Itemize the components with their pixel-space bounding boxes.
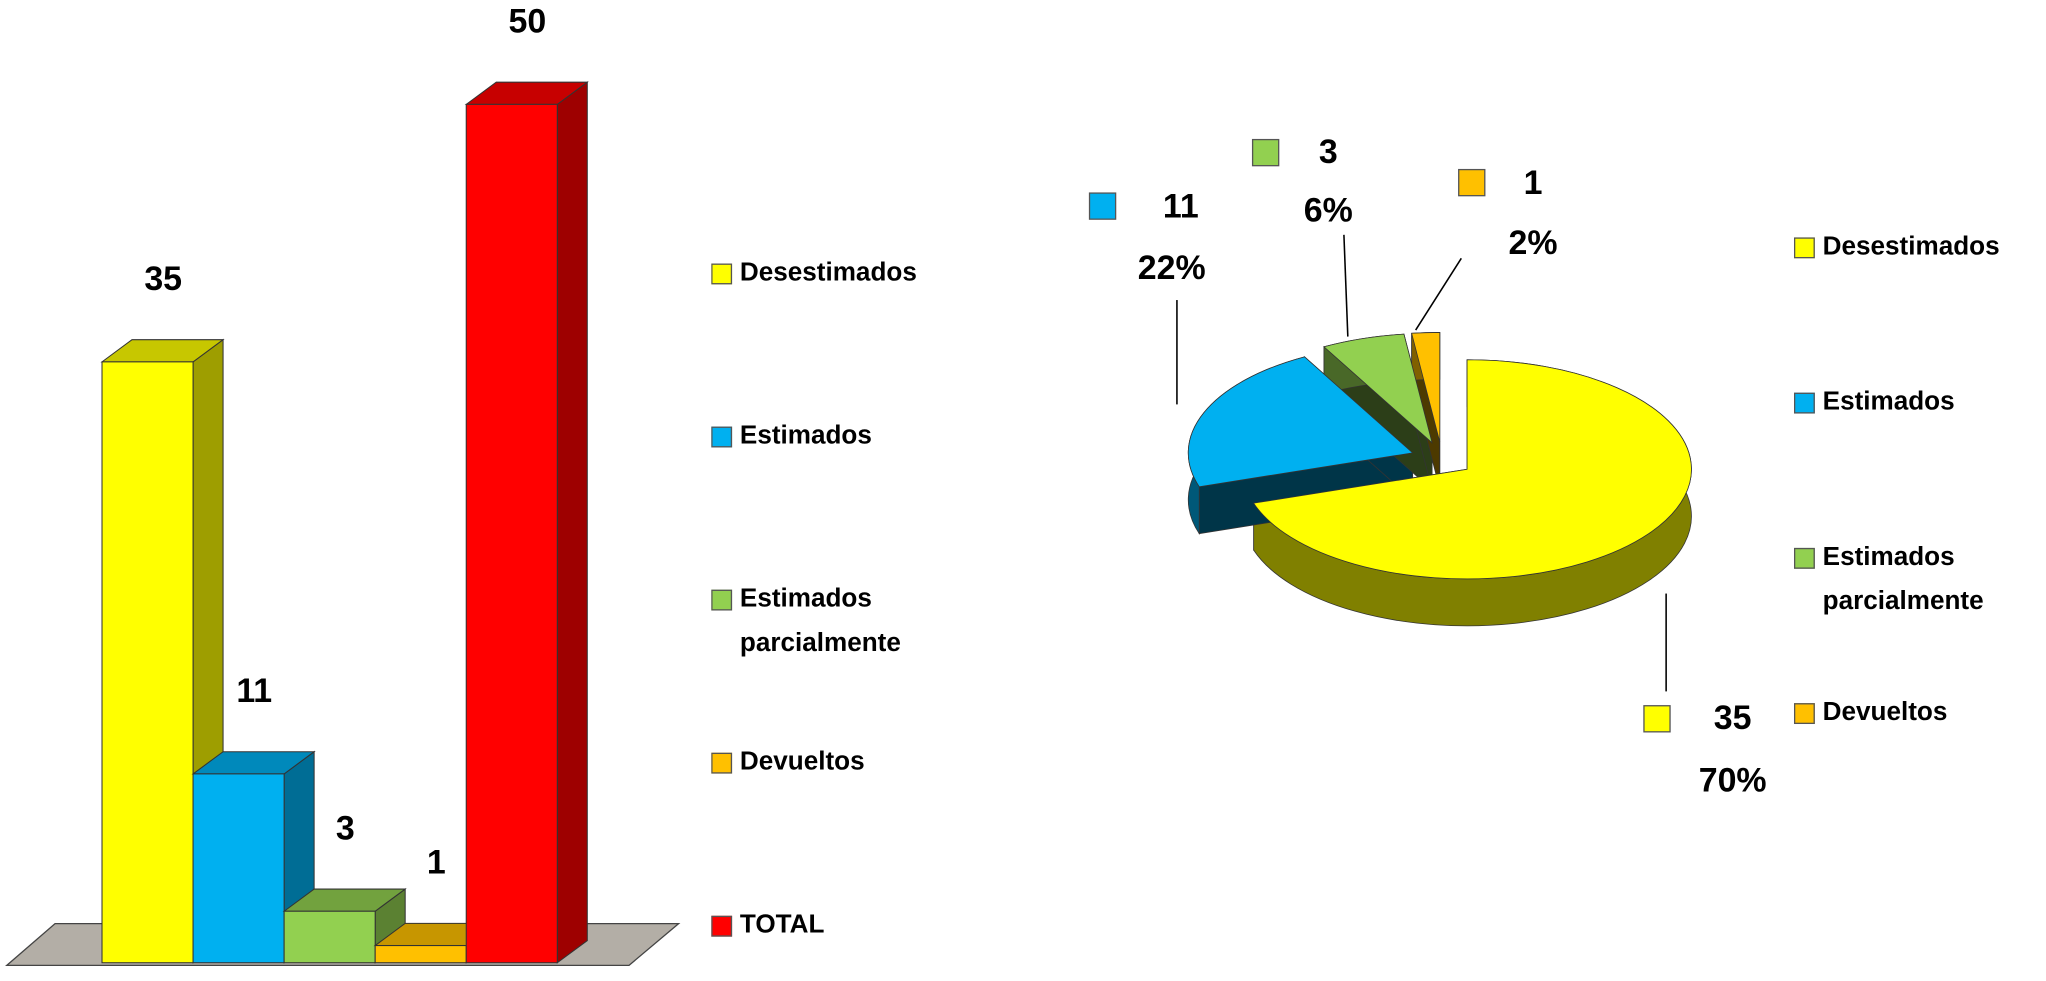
legend-entry: TOTAL bbox=[711, 911, 1050, 948]
data-label: 35 bbox=[1714, 699, 1752, 737]
legend-entry: Desestimados bbox=[1793, 232, 2046, 269]
bar bbox=[192, 773, 285, 964]
label-swatch bbox=[1088, 192, 1117, 220]
data-label: 35 bbox=[144, 260, 182, 298]
data-label: 3 bbox=[1319, 133, 1338, 171]
label-swatch bbox=[1643, 705, 1671, 733]
legend-label: Estimados parcialmente bbox=[1822, 542, 1984, 616]
leader-line bbox=[1415, 257, 1462, 331]
legend-item: Desestimados bbox=[711, 258, 1050, 295]
legend-item: Estimados bbox=[711, 421, 1050, 458]
legend-entry: Desestimados bbox=[711, 258, 1050, 295]
legend-label: Estimados bbox=[739, 421, 872, 451]
bar-side bbox=[556, 81, 588, 964]
legend-label: Estimados bbox=[1822, 387, 1955, 417]
legend-swatch bbox=[1793, 547, 1815, 569]
legend-item: Estimados bbox=[1793, 387, 2046, 424]
legend-label: Desestimados bbox=[739, 258, 917, 287]
bar bbox=[465, 103, 558, 964]
legend-item: Estimados parcialmente bbox=[1793, 542, 2046, 624]
legend-entry: Estimados bbox=[1793, 387, 2046, 424]
legend-entry: Estimados bbox=[711, 421, 1050, 458]
pie-slice bbox=[1187, 356, 1414, 488]
legend-label: Devueltos bbox=[1822, 697, 1948, 727]
percent-label: 22% bbox=[1138, 249, 1206, 287]
legend-swatch bbox=[711, 915, 733, 937]
legend-swatch bbox=[711, 426, 733, 448]
legend-label: Estimados parcialmente bbox=[739, 584, 901, 658]
pie-slice bbox=[1411, 332, 1441, 443]
bar bbox=[374, 945, 467, 964]
percent-label: 2% bbox=[1509, 224, 1558, 262]
label-swatch bbox=[1251, 138, 1280, 167]
legend-swatch bbox=[711, 589, 733, 611]
legend-swatch bbox=[1793, 703, 1815, 725]
legend-swatch bbox=[711, 752, 733, 774]
data-label: 11 bbox=[236, 672, 272, 710]
pie-slice bbox=[1323, 333, 1433, 444]
data-label: 1 bbox=[427, 844, 446, 882]
bar bbox=[283, 910, 376, 964]
label-swatch bbox=[1458, 168, 1486, 197]
legend-entry: Estimados parcialmente bbox=[1793, 542, 2046, 624]
percent-label: 70% bbox=[1699, 762, 1767, 800]
legend-swatch bbox=[1793, 237, 1815, 259]
legend-label: TOTAL bbox=[739, 910, 825, 940]
legend-item: Devueltos bbox=[1793, 697, 2046, 735]
legend-swatch bbox=[711, 263, 733, 285]
legend-item: Estimados parcialmente bbox=[711, 584, 1050, 665]
data-label: 3 bbox=[336, 809, 355, 847]
pie-slice bbox=[1253, 359, 1692, 580]
legend-entry: Devueltos bbox=[711, 747, 1050, 784]
leader-line bbox=[1343, 234, 1349, 337]
legend-label: Desestimados bbox=[1822, 232, 2000, 261]
legend-entry: Estimados parcialmente bbox=[711, 584, 1050, 665]
legend-label: Devueltos bbox=[739, 747, 865, 777]
legend-item: Desestimados bbox=[1793, 232, 2046, 269]
legend-item: Devueltos bbox=[711, 747, 1050, 784]
bar bbox=[101, 361, 194, 964]
legend-item: TOTAL bbox=[711, 911, 1050, 948]
legend-entry: Devueltos bbox=[1793, 697, 2046, 735]
data-label: 11 bbox=[1163, 188, 1199, 226]
data-label: 50 bbox=[509, 2, 547, 40]
percent-label: 6% bbox=[1304, 192, 1353, 230]
legend-swatch bbox=[1793, 392, 1815, 414]
data-label: 1 bbox=[1524, 164, 1543, 202]
